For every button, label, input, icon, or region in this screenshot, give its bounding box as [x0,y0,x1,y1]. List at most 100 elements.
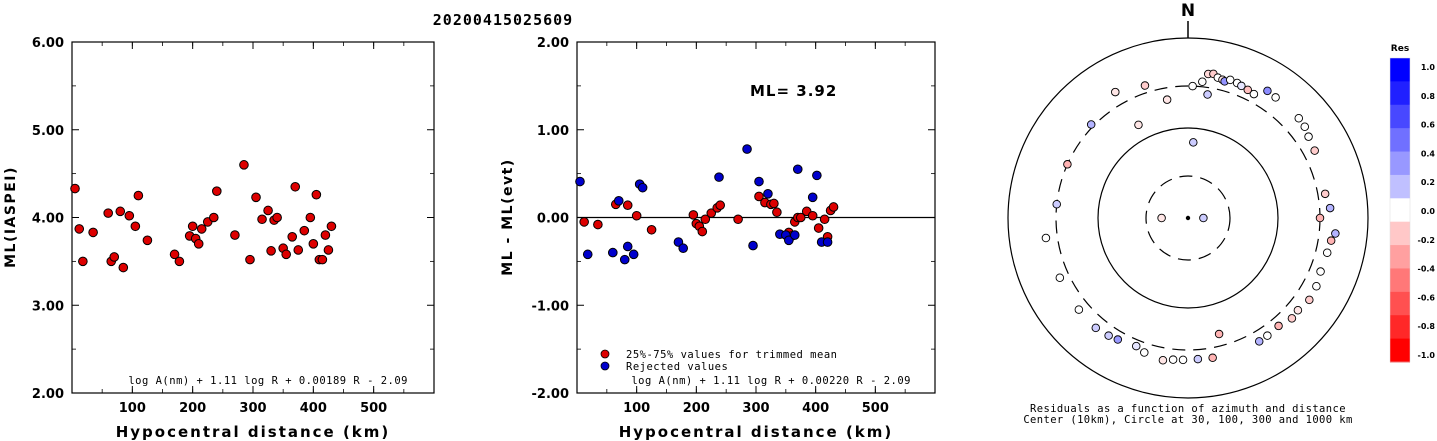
polar-point [1052,199,1061,209]
polar-point [1312,282,1321,291]
polar-point [1294,114,1304,123]
data-point [613,196,624,206]
data-point [763,189,773,199]
colorbar-tick-label: 1.0 [1421,63,1436,72]
colorbar-swatch [1390,174,1410,199]
x-tick-label: 100 [623,401,650,416]
y-tick-label: 0.00 [537,212,569,227]
data-point [813,223,824,233]
y-tick-label: 1.00 [537,124,569,139]
polar-point [1178,355,1188,365]
data-point [305,212,316,223]
polar-point [1086,120,1096,129]
polar-point [1237,81,1246,91]
polar-point [1140,81,1150,90]
data-point [196,224,207,234]
legend-marker-trimmed [600,349,610,359]
polar-point [1214,329,1224,339]
legend-label-trimmed: 25%-75% values for trimmed mean [626,349,837,361]
polar-point [1162,95,1172,104]
ring-30km [1145,175,1231,261]
colorbar-swatch [1390,81,1410,106]
polar-point [1055,273,1065,283]
middle-axis-ticks: 100 200 300 400 500 -2.00 -1.00 0.00 1.00 2.00 [532,36,935,416]
polar-point [1320,189,1330,199]
polar-point [1104,331,1113,340]
data-point [784,235,794,246]
x-tick-label: 400 [802,401,829,416]
north-label: N [1181,1,1195,21]
y-tick-label: 2.00 [32,387,64,402]
data-point [715,200,726,211]
data-point [700,214,711,225]
colorbar-swatch [1390,58,1410,82]
colorbar-title: Res [1391,44,1409,54]
colorbar-tick-label: 0.6 [1421,121,1436,130]
data-point [266,246,276,256]
polar-point [1199,213,1208,223]
polar-point [1091,323,1101,333]
data-point [169,249,180,260]
data-point [697,226,708,237]
polar-point [1325,203,1335,213]
x-tick-label: 100 [119,401,146,416]
colorbar-tick-label: 0.0 [1421,207,1436,216]
polar-point [1331,229,1340,238]
data-point [822,237,833,247]
panel-ml-vs-distance: 100 200 300 400 500 2.00 3.00 4.00 5.00 6.00 log … [3,36,435,441]
legend-marker-rejected [600,361,610,371]
polar-point [1287,314,1297,323]
polar-point [1305,295,1314,305]
data-point [287,232,298,242]
polar-point [1293,305,1303,315]
middle-x-axis-label: Hypocentral distance (km) [619,423,894,441]
data-point [678,243,689,254]
data-point [88,227,98,238]
polar-point [1326,236,1336,245]
left-y-axis-label: ML(IASPEI) [3,166,19,268]
data-point [582,249,593,260]
polar-point [1203,90,1212,99]
data-point [688,210,699,220]
colorbar-tick-label: 0.2 [1421,178,1435,187]
polar-point [1225,75,1235,85]
x-tick-label: 500 [360,401,387,416]
data-point [742,144,752,154]
colorbar-tick-label: -0.8 [1418,322,1436,331]
x-tick-label: 200 [683,401,710,416]
data-point [795,212,806,223]
polar-point [1322,248,1332,257]
data-point [754,191,764,202]
legend: 25%-75% values for trimmed mean Rejected… [600,349,837,373]
polar-point [1310,146,1319,155]
polar-point [1158,356,1168,365]
data-point [187,221,198,232]
data-point [819,214,830,225]
data-point [631,210,642,221]
middle-formula: log A(nm) + 1.11 log R + 0.00220 R - 2.0… [631,375,911,387]
colorbar-tick-label: -0.4 [1418,265,1436,274]
data-point [70,183,80,194]
data-point [245,254,255,265]
data-point [230,230,240,240]
data-point [326,221,337,232]
data-point [792,164,803,175]
left-formula: log A(nm) + 1.11 log R + 0.00189 R - 2.0… [128,375,408,387]
data-point [308,239,319,249]
data-point [754,176,764,187]
colorbar-swatch [1390,315,1410,340]
legend-label-rejected: Rejected values [626,361,728,373]
polar-point [1271,93,1280,102]
data-point [251,192,261,203]
x-tick-label: 300 [742,401,769,416]
epicenter-dot [1185,215,1191,221]
middle-y-axis-label: ML - ML(evt) [500,158,516,275]
data-point [193,239,204,249]
data-point [789,230,800,240]
ml-annotation: ML= 3.92 [750,82,837,100]
colorbar-tick-label: -0.2 [1418,236,1436,245]
ring-1000km [1007,37,1369,399]
polar-point [1063,160,1072,169]
data-point [174,256,185,267]
